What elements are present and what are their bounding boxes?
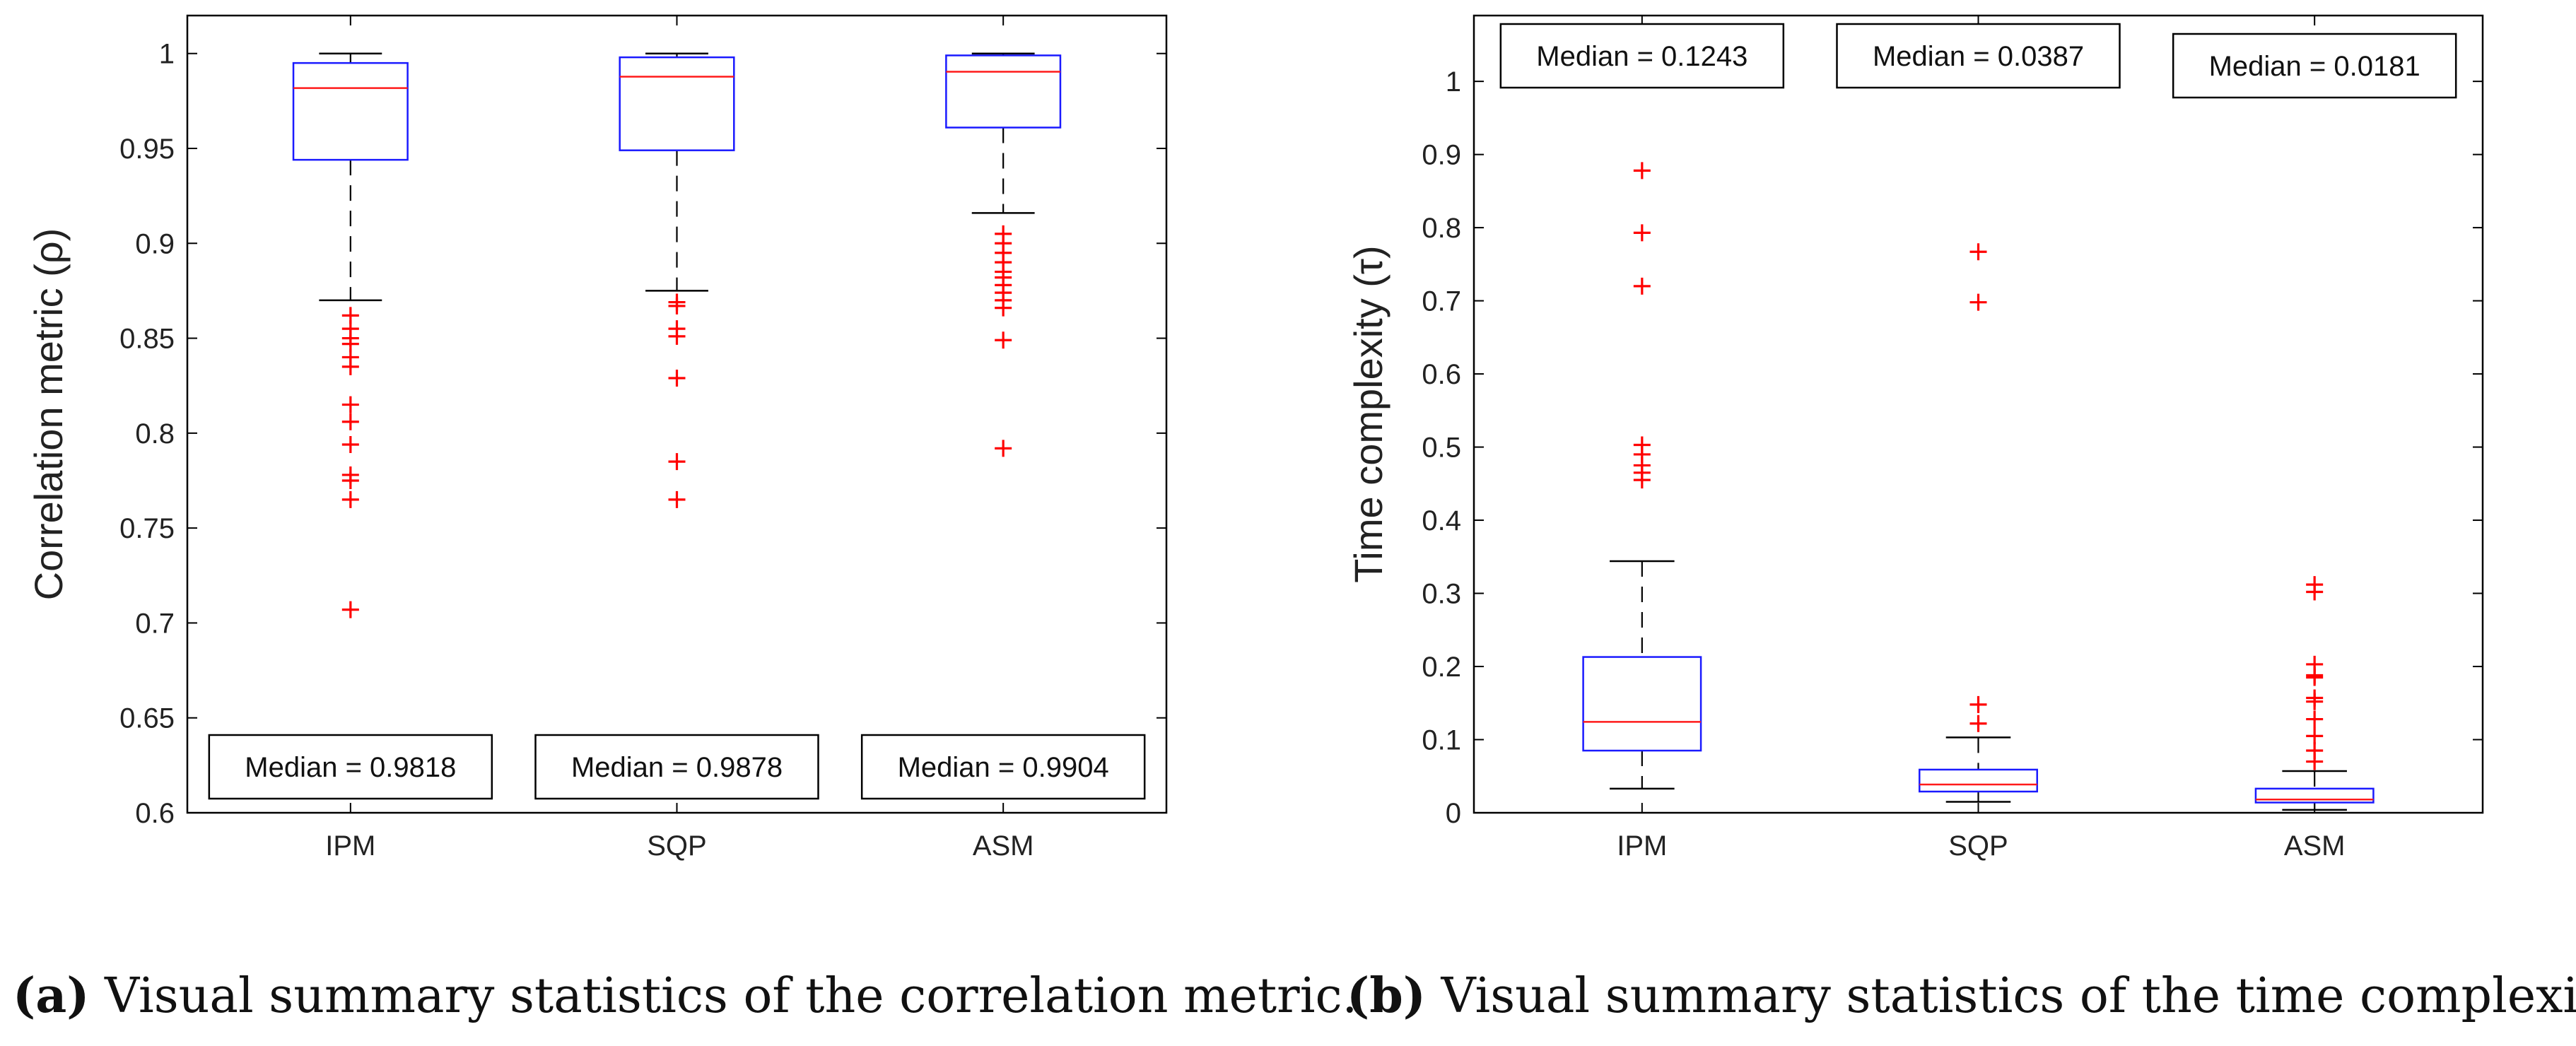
median-annotation-box xyxy=(1499,23,1785,89)
outlier-marker xyxy=(341,435,359,453)
outlier-marker xyxy=(1633,471,1651,489)
median-annotation-text: Median = 0.1243 xyxy=(1536,41,1747,72)
median-annotation-box xyxy=(1836,23,2121,89)
box-iqr xyxy=(292,61,409,161)
outlier-marker xyxy=(341,413,359,430)
panel-a-correlation-chart: 0.6 0.65 0.7 0.75 0.8 0.85 0.9 0.95 1 Correlation… xyxy=(26,14,1168,862)
outlier-marker xyxy=(668,297,686,315)
outlier-marker xyxy=(341,490,359,508)
x-category-label: IPM xyxy=(1617,830,1667,862)
outlier-marker xyxy=(668,327,686,345)
panel-b-time-complexity-chart: 0 0.1 0.2 0.3 0.4 0.5 0.6 0.7 0.8 0.9 1 Time comple… xyxy=(1346,14,2484,862)
outlier-marker xyxy=(668,490,686,508)
outlier-marker xyxy=(2306,710,2324,728)
median-annotation-text: Median = 0.9904 xyxy=(898,752,1109,783)
outlier-marker xyxy=(995,331,1012,349)
plot-frame xyxy=(186,14,1168,814)
outlier-marker xyxy=(2306,753,2324,770)
outlier-marker xyxy=(2306,669,2324,686)
y-tick-label: 0.65 xyxy=(119,703,175,734)
x-category-label: IPM xyxy=(325,830,375,862)
outlier-marker xyxy=(668,369,686,387)
y-tick-label: 0.9 xyxy=(135,228,175,259)
outlier-marker xyxy=(2306,693,2324,710)
x-category-label: SQP xyxy=(1948,830,2008,862)
box-iqr xyxy=(2254,787,2375,804)
y-axis-label: Time complexity (τ) xyxy=(1346,245,1391,582)
box-iqr xyxy=(1919,768,2038,793)
caption-a: (a) Visual summary statistics of the cor… xyxy=(13,968,1357,1024)
x-category-label: ASM xyxy=(973,830,1034,862)
outlier-marker xyxy=(1969,715,1987,732)
median-annotation-text: Median = 0.0387 xyxy=(1873,41,2084,72)
x-category-label: SQP xyxy=(647,830,706,862)
median-annotation-box xyxy=(860,734,1146,800)
box-iqr xyxy=(945,54,1062,129)
y-tick-label: 0.2 xyxy=(1422,652,1461,683)
y-tick-label: 0 xyxy=(1446,798,1461,829)
median-annotation-text: Median = 0.9818 xyxy=(245,752,456,783)
median-annotation-text: Median = 0.9878 xyxy=(571,752,783,783)
outlier-marker xyxy=(1969,243,1987,261)
y-tick-label: 0.6 xyxy=(1422,359,1461,390)
y-axis-label: Correlation metric (ρ) xyxy=(26,228,71,601)
y-tick-label: 0.8 xyxy=(1422,213,1461,244)
y-tick-label: 0.4 xyxy=(1422,505,1461,536)
outlier-marker xyxy=(2306,583,2324,601)
outlier-marker xyxy=(1633,162,1651,180)
y-tick-label: 0.6 xyxy=(135,798,175,829)
median-annotation-box xyxy=(534,734,819,800)
outlier-marker xyxy=(1969,293,1987,311)
y-tick-label: 0.3 xyxy=(1422,579,1461,610)
outlier-marker xyxy=(341,472,359,489)
plot-frame xyxy=(1473,14,2484,814)
outlier-marker xyxy=(1633,224,1651,242)
y-tick-label: 0.7 xyxy=(1422,286,1461,317)
box-iqr xyxy=(619,56,735,151)
caption-b: (b) Visual summary statistics of the tim… xyxy=(1347,968,2576,1024)
y-tick-label: 0.1 xyxy=(1422,725,1461,756)
outlier-marker xyxy=(1969,695,1987,713)
median-annotation-box xyxy=(2172,33,2457,99)
median-annotation-box xyxy=(208,734,493,800)
y-tick-label: 0.75 xyxy=(119,513,175,544)
outlier-marker xyxy=(341,601,359,618)
outlier-marker xyxy=(995,440,1012,457)
y-tick-label: 0.7 xyxy=(135,608,175,639)
y-tick-label: 1 xyxy=(1446,66,1461,98)
box-iqr xyxy=(1582,656,1702,752)
y-tick-label: 0.8 xyxy=(135,418,175,449)
x-category-label: ASM xyxy=(2284,830,2346,862)
y-tick-label: 0.9 xyxy=(1422,140,1461,171)
median-annotation-text: Median = 0.0181 xyxy=(2209,51,2420,82)
y-tick-label: 0.5 xyxy=(1422,433,1461,464)
outlier-marker xyxy=(341,396,359,413)
outlier-marker xyxy=(1633,277,1651,295)
outlier-marker xyxy=(2306,727,2324,745)
outlier-marker xyxy=(341,358,359,375)
y-tick-label: 0.85 xyxy=(119,324,175,355)
outlier-marker xyxy=(668,453,686,471)
outlier-marker xyxy=(995,299,1012,317)
y-tick-label: 1 xyxy=(159,39,175,70)
y-tick-label: 0.95 xyxy=(119,134,175,165)
